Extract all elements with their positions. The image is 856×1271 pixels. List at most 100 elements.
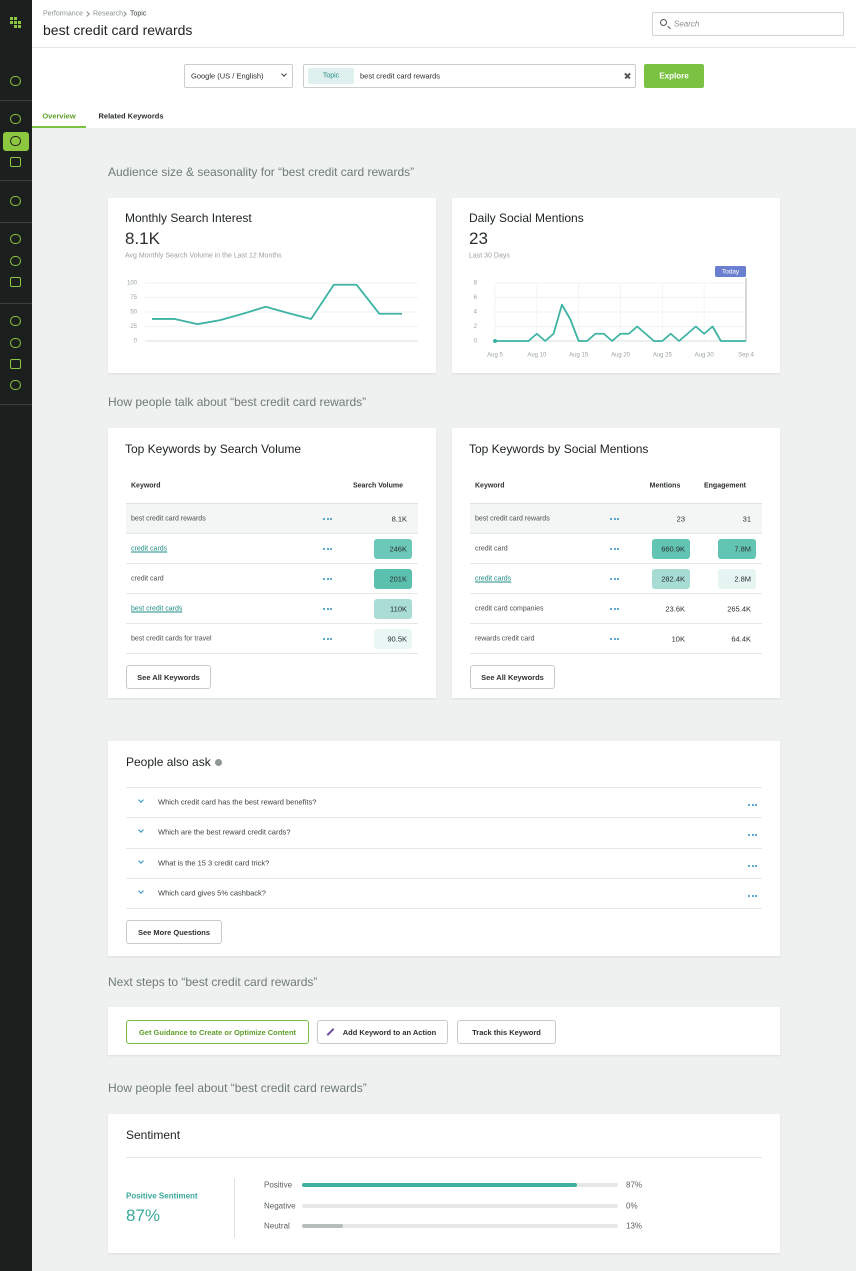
y-tick-label: 2 bbox=[474, 324, 478, 330]
today-label: Today bbox=[722, 268, 740, 275]
value: 246K bbox=[389, 544, 407, 553]
value: 660.9K bbox=[661, 544, 685, 553]
section-title: People also ask bbox=[126, 755, 211, 769]
query-box[interactable]: Topic best credit card rewards bbox=[303, 64, 636, 88]
more-dot bbox=[617, 547, 619, 550]
topic-tag-label: Topic bbox=[322, 72, 340, 80]
keyword[interactable]: best credit cards bbox=[131, 605, 183, 612]
chart-subtitle: Last 30 Days bbox=[469, 252, 510, 260]
see-all-button[interactable]: See All Keywords bbox=[126, 665, 211, 689]
nav-icon[interactable] bbox=[10, 256, 21, 266]
value: 23.6K bbox=[665, 604, 685, 613]
row-divider bbox=[470, 593, 762, 594]
more-dot bbox=[323, 577, 325, 580]
question[interactable]: What is the 15 3 credit card trick? bbox=[158, 858, 270, 868]
value-tint bbox=[374, 568, 412, 589]
row-divider bbox=[470, 533, 762, 534]
x-tick-label: Aug 10 bbox=[527, 353, 547, 359]
row-divider bbox=[470, 623, 762, 624]
more-dot bbox=[326, 577, 329, 580]
row-highlight bbox=[126, 504, 418, 533]
value-tint bbox=[652, 568, 690, 589]
logo-dot bbox=[14, 21, 17, 24]
nav-icon[interactable] bbox=[10, 316, 21, 326]
see-all-button[interactable]: See All Keywords bbox=[470, 665, 555, 689]
y-tick-label: 75 bbox=[130, 295, 137, 301]
explore-button[interactable]: Explore bbox=[644, 64, 704, 88]
more-dot bbox=[610, 607, 612, 610]
nav-icon[interactable] bbox=[10, 338, 21, 348]
column-header: Engagement bbox=[703, 482, 747, 490]
chart-title: Daily Social Mentions bbox=[469, 211, 584, 225]
nav-icon[interactable] bbox=[10, 196, 21, 206]
row-divider bbox=[126, 533, 418, 534]
keyword: best credit card rewards bbox=[475, 515, 550, 522]
section-heading: How people talk about “best credit card … bbox=[108, 395, 367, 409]
nav-icon[interactable] bbox=[10, 359, 21, 369]
breadcrumb-item[interactable]: Research bbox=[93, 10, 123, 18]
action-button[interactable]: Get Guidance to Create or Optimize Conte… bbox=[126, 1020, 309, 1044]
section-title: Sentiment bbox=[126, 1128, 181, 1142]
x-tick-label: Aug 20 bbox=[611, 353, 631, 359]
row-divider bbox=[470, 653, 762, 654]
more-dot bbox=[751, 804, 754, 806]
keyword: rewards credit card bbox=[475, 635, 535, 642]
section-heading: Audience size & seasonality for “best cr… bbox=[108, 165, 415, 179]
tab[interactable]: Overview bbox=[42, 111, 76, 121]
sidebar bbox=[0, 0, 32, 1271]
more-dot bbox=[748, 804, 750, 806]
engine-select[interactable]: Google (US / English) bbox=[184, 64, 293, 88]
nav-icon[interactable] bbox=[10, 277, 21, 287]
value: 64.4K bbox=[731, 634, 751, 643]
search-box[interactable]: Search bbox=[652, 12, 844, 36]
row-divider bbox=[126, 623, 418, 624]
more-dot bbox=[751, 894, 754, 897]
y-tick-label: 0 bbox=[474, 339, 478, 345]
more-dot bbox=[326, 547, 329, 550]
value: 10K bbox=[671, 634, 685, 643]
value-tint bbox=[718, 568, 756, 589]
keyword[interactable]: credit cards bbox=[131, 545, 168, 552]
y-tick-label: 50 bbox=[130, 310, 137, 316]
nav-icon[interactable] bbox=[10, 380, 21, 390]
search-icon bbox=[660, 19, 667, 26]
logo-dot bbox=[14, 25, 17, 28]
search-icon-handle bbox=[667, 25, 671, 30]
value: 8.1K bbox=[391, 514, 407, 523]
more-dot bbox=[617, 607, 619, 610]
action-button[interactable]: Track this Keyword bbox=[457, 1020, 556, 1044]
question[interactable]: Which are the best reward credit cards? bbox=[158, 827, 291, 837]
sentiment-value: 13% bbox=[626, 1221, 643, 1231]
nav-icon[interactable] bbox=[10, 157, 21, 167]
more-dot bbox=[613, 577, 616, 580]
row-divider bbox=[126, 877, 762, 879]
tab[interactable]: Related Keywords bbox=[98, 111, 164, 121]
keyword[interactable]: credit cards bbox=[475, 575, 512, 582]
more-dot bbox=[323, 637, 325, 640]
line-series bbox=[495, 303, 746, 342]
keyword: credit card companies bbox=[475, 605, 544, 612]
question[interactable]: Which card gives 5% cashback? bbox=[158, 888, 266, 898]
see-more-button[interactable]: See More Questions bbox=[126, 920, 222, 944]
question[interactable]: Which credit card has the best reward be… bbox=[158, 797, 317, 807]
y-tick-label: 6 bbox=[474, 295, 478, 301]
row-highlight bbox=[470, 504, 762, 533]
more-dot bbox=[323, 607, 325, 610]
nav-icon[interactable] bbox=[10, 76, 21, 86]
column-header: Mentions bbox=[649, 482, 681, 490]
more-dot bbox=[613, 607, 616, 610]
chart-headline: 8.1K bbox=[125, 229, 160, 248]
value: 282.4K bbox=[661, 574, 685, 583]
action-button[interactable]: Add Keyword to an Action bbox=[317, 1020, 448, 1044]
nav-icon[interactable] bbox=[10, 136, 21, 146]
summary-divider bbox=[234, 1178, 235, 1238]
x-tick-label: Aug 25 bbox=[653, 353, 673, 359]
more-dot bbox=[755, 834, 757, 837]
nav-icon[interactable] bbox=[10, 234, 21, 244]
breadcrumb-item[interactable]: Performance bbox=[43, 10, 84, 18]
header-divider bbox=[126, 503, 418, 504]
more-dot bbox=[323, 547, 325, 550]
nav-icon[interactable] bbox=[10, 114, 21, 124]
row-divider bbox=[126, 787, 762, 788]
